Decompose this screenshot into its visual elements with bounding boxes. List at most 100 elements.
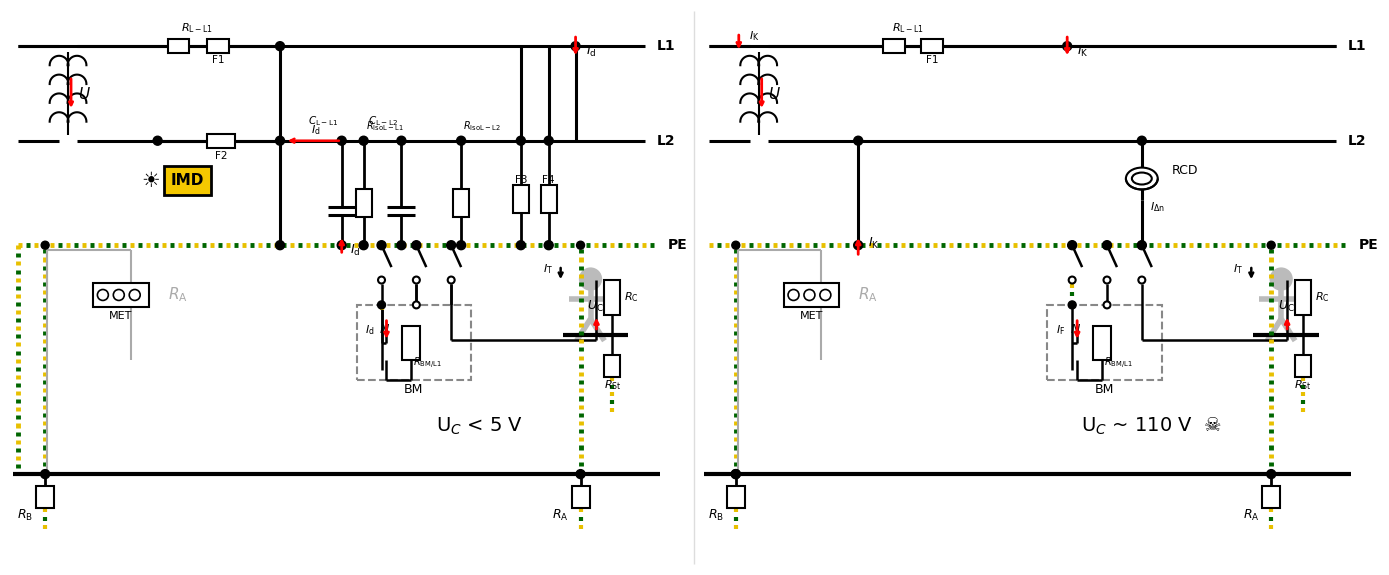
Text: U$_C$ < 5 V: U$_C$ < 5 V [436, 416, 522, 437]
Circle shape [1270, 268, 1292, 290]
Text: $I_{\rm T}$: $I_{\rm T}$ [1233, 262, 1243, 276]
Bar [921, 39, 943, 53]
Circle shape [457, 241, 465, 250]
Text: $R_{\rm C}$: $R_{\rm C}$ [1315, 290, 1329, 304]
Circle shape [378, 242, 385, 249]
Bar [783, 283, 839, 307]
Text: F1: F1 [925, 55, 938, 65]
Circle shape [97, 289, 108, 300]
Bar [604, 355, 621, 377]
Circle shape [360, 241, 368, 250]
Circle shape [1103, 242, 1111, 249]
Circle shape [1267, 242, 1275, 249]
Bar [1047, 305, 1161, 380]
Circle shape [1068, 242, 1075, 249]
Circle shape [544, 136, 553, 145]
Text: $I_{\rm T}$: $I_{\rm T}$ [543, 262, 553, 276]
Text: $R_{\rm A}$: $R_{\rm A}$ [168, 286, 188, 304]
Text: $C_{\rm L-L1}$: $C_{\rm L-L1}$ [308, 114, 339, 128]
Text: $I_{\rm d}$: $I_{\rm d}$ [350, 243, 360, 258]
Circle shape [447, 277, 454, 283]
Text: $C_{\rm L-L2}$: $C_{\rm L-L2}$ [368, 114, 399, 128]
Circle shape [1138, 241, 1146, 250]
Bar [572, 486, 589, 508]
Circle shape [854, 136, 863, 145]
Text: PE: PE [1358, 238, 1378, 252]
Circle shape [1103, 301, 1110, 308]
Circle shape [1138, 242, 1146, 249]
Circle shape [153, 136, 163, 145]
Circle shape [376, 241, 386, 250]
Bar [604, 280, 621, 315]
Bar [207, 134, 235, 148]
Circle shape [1267, 470, 1275, 478]
Circle shape [413, 301, 419, 308]
Bar [1295, 355, 1311, 377]
Circle shape [1068, 277, 1075, 283]
Text: F3: F3 [514, 175, 526, 185]
Circle shape [413, 242, 419, 249]
Text: $I_{\rm d}$: $I_{\rm d}$ [365, 323, 375, 337]
Bar [403, 326, 421, 359]
Text: $R_{\rm L-L1}$: $R_{\rm L-L1}$ [182, 21, 214, 35]
Text: $R_{\rm St}$: $R_{\rm St}$ [604, 378, 621, 392]
Circle shape [275, 42, 285, 51]
Circle shape [397, 241, 406, 250]
Text: $N$: $N$ [379, 323, 390, 336]
Text: L2: L2 [657, 134, 676, 148]
Text: F4: F4 [543, 175, 556, 185]
Bar [883, 39, 906, 53]
Bar [513, 186, 529, 213]
Bar [93, 283, 149, 307]
Text: IMD: IMD [171, 173, 204, 188]
Circle shape [1103, 241, 1111, 250]
Circle shape [1139, 242, 1146, 249]
Circle shape [517, 241, 525, 250]
Circle shape [1063, 42, 1072, 51]
Text: $R_{\rm L-L1}$: $R_{\rm L-L1}$ [892, 21, 924, 35]
Ellipse shape [1126, 167, 1158, 190]
Text: BM: BM [404, 383, 424, 396]
Circle shape [457, 136, 465, 145]
Text: RCD: RCD [1172, 164, 1199, 177]
Text: L1: L1 [1347, 39, 1367, 53]
Circle shape [275, 241, 285, 250]
Text: BM: BM [1095, 383, 1114, 396]
Text: F1: F1 [213, 55, 225, 65]
Text: $I_{\rm F}$: $I_{\rm F}$ [1056, 323, 1065, 337]
Text: ☀: ☀ [142, 171, 160, 190]
Text: L1: L1 [657, 39, 676, 53]
Text: $I_{\Delta\rm n}$: $I_{\Delta\rm n}$ [1150, 201, 1165, 214]
Circle shape [1103, 277, 1110, 283]
Circle shape [854, 241, 863, 250]
Bar [453, 190, 469, 217]
Bar [1295, 280, 1311, 315]
Bar [356, 190, 372, 217]
Circle shape [129, 289, 140, 300]
Circle shape [360, 136, 368, 145]
Bar [1093, 326, 1111, 359]
Circle shape [517, 136, 525, 145]
Circle shape [1139, 277, 1146, 283]
Circle shape [1068, 242, 1076, 249]
Bar [1263, 486, 1281, 508]
Circle shape [378, 301, 386, 309]
Circle shape [378, 277, 385, 283]
Circle shape [732, 470, 740, 478]
Circle shape [413, 241, 421, 250]
Circle shape [40, 470, 50, 478]
Circle shape [544, 241, 553, 250]
Circle shape [1068, 301, 1076, 309]
Text: $U$: $U$ [78, 86, 90, 102]
Bar [207, 39, 229, 53]
Bar [168, 39, 189, 53]
Text: $R_{\rm A}$: $R_{\rm A}$ [551, 508, 568, 523]
Ellipse shape [1132, 172, 1151, 185]
Circle shape [1068, 241, 1076, 250]
Text: $N$: $N$ [1070, 323, 1081, 336]
Circle shape [413, 277, 419, 283]
Text: $R_{\rm B}$: $R_{\rm B}$ [708, 508, 724, 523]
Circle shape [804, 289, 815, 300]
Text: MET: MET [800, 311, 824, 321]
Text: $I_{\rm d}$: $I_{\rm d}$ [311, 123, 321, 137]
